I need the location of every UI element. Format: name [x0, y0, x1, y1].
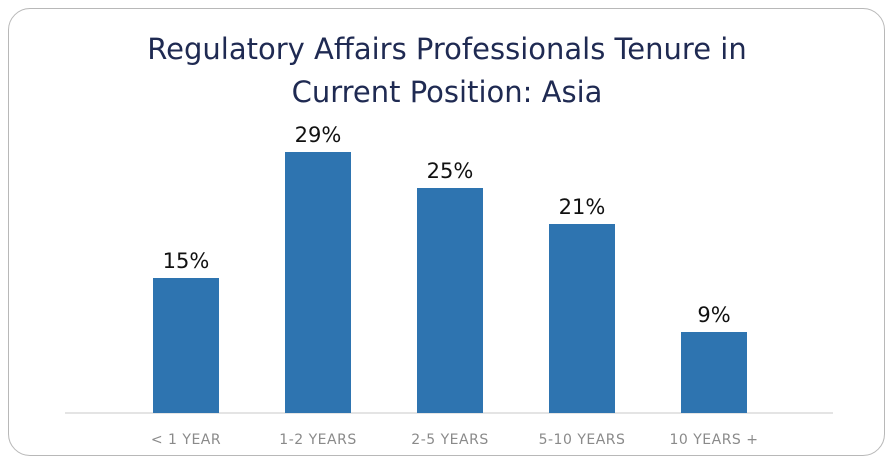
card — [8, 8, 885, 456]
value-label: 15% — [163, 249, 210, 273]
value-label: 21% — [559, 195, 606, 219]
value-label: 29% — [295, 123, 342, 147]
bar — [417, 188, 483, 413]
value-label: 9% — [697, 303, 730, 327]
x-tick-label: 5-10 YEARS — [539, 432, 626, 448]
x-tick-label: 10 YEARS + — [669, 432, 758, 448]
chart-title: Regulatory Affairs Professionals Tenure … — [147, 32, 747, 109]
bar — [285, 152, 351, 413]
x-tick-label: 2-5 YEARS — [411, 432, 488, 448]
bar — [153, 278, 219, 413]
x-tick-label: < 1 YEAR — [151, 432, 221, 448]
x-tick-label: 1-2 YEARS — [279, 432, 356, 448]
value-label: 25% — [427, 159, 474, 183]
bar — [681, 332, 747, 413]
bar — [549, 224, 615, 413]
